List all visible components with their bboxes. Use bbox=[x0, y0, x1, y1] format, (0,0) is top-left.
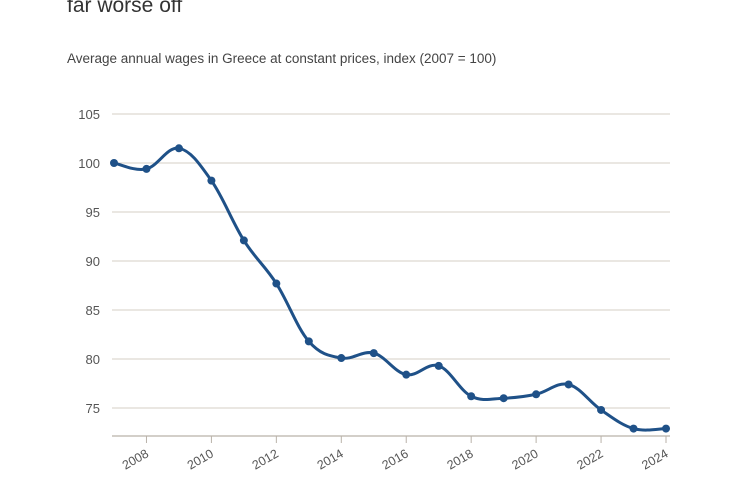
x-tick-label: 2012 bbox=[250, 446, 281, 472]
data-point-2016 bbox=[402, 370, 411, 379]
y-tick-label: 95 bbox=[86, 205, 100, 220]
y-tick-label: 75 bbox=[86, 401, 100, 416]
x-axis: 2008 2010 2012 2014 2016 2018 2020 2022 2024 bbox=[112, 435, 671, 473]
data-point-2017 bbox=[434, 361, 443, 370]
x-tick-label: 2008 bbox=[120, 446, 151, 472]
chart-subtitle: Average annual wages in Greece at consta… bbox=[67, 51, 497, 66]
series-line bbox=[112, 146, 668, 432]
data-point-2019 bbox=[499, 394, 508, 403]
data-point-2020 bbox=[532, 390, 541, 399]
x-tick-label: 2018 bbox=[445, 446, 476, 472]
data-point-2007 bbox=[110, 159, 118, 167]
data-point-2021 bbox=[564, 380, 573, 389]
y-axis-ticks: 75 80 85 90 95 100 105 bbox=[78, 107, 100, 416]
data-point-2024 bbox=[662, 424, 670, 433]
series-layer bbox=[110, 144, 670, 433]
data-point-2014 bbox=[337, 354, 346, 363]
x-tick-label: 2020 bbox=[510, 446, 541, 472]
data-point-2023 bbox=[629, 424, 638, 433]
y-tick-label: 85 bbox=[86, 303, 100, 318]
data-point-2011 bbox=[239, 236, 248, 245]
x-tick-label: 2014 bbox=[315, 446, 346, 472]
data-point-2018 bbox=[467, 392, 476, 401]
x-tick-label: 2016 bbox=[380, 446, 411, 472]
data-point-2008 bbox=[142, 164, 151, 173]
chart-title: far worse off bbox=[67, 0, 183, 17]
data-point-2010 bbox=[207, 176, 216, 185]
data-point-2012 bbox=[272, 279, 281, 288]
data-point-2022 bbox=[597, 405, 606, 414]
x-tick-label: 2024 bbox=[639, 446, 670, 472]
data-point-2015 bbox=[369, 349, 378, 358]
x-tick-label: 2010 bbox=[185, 446, 216, 472]
y-tick-label: 105 bbox=[78, 107, 100, 122]
y-tick-label: 90 bbox=[86, 254, 100, 269]
x-tick-label: 2022 bbox=[574, 446, 605, 472]
y-tick-label: 100 bbox=[78, 156, 100, 171]
y-tick-label: 80 bbox=[86, 352, 100, 367]
gridlines bbox=[112, 113, 670, 409]
data-point-2013 bbox=[304, 337, 313, 346]
data-point-2009 bbox=[174, 144, 183, 153]
